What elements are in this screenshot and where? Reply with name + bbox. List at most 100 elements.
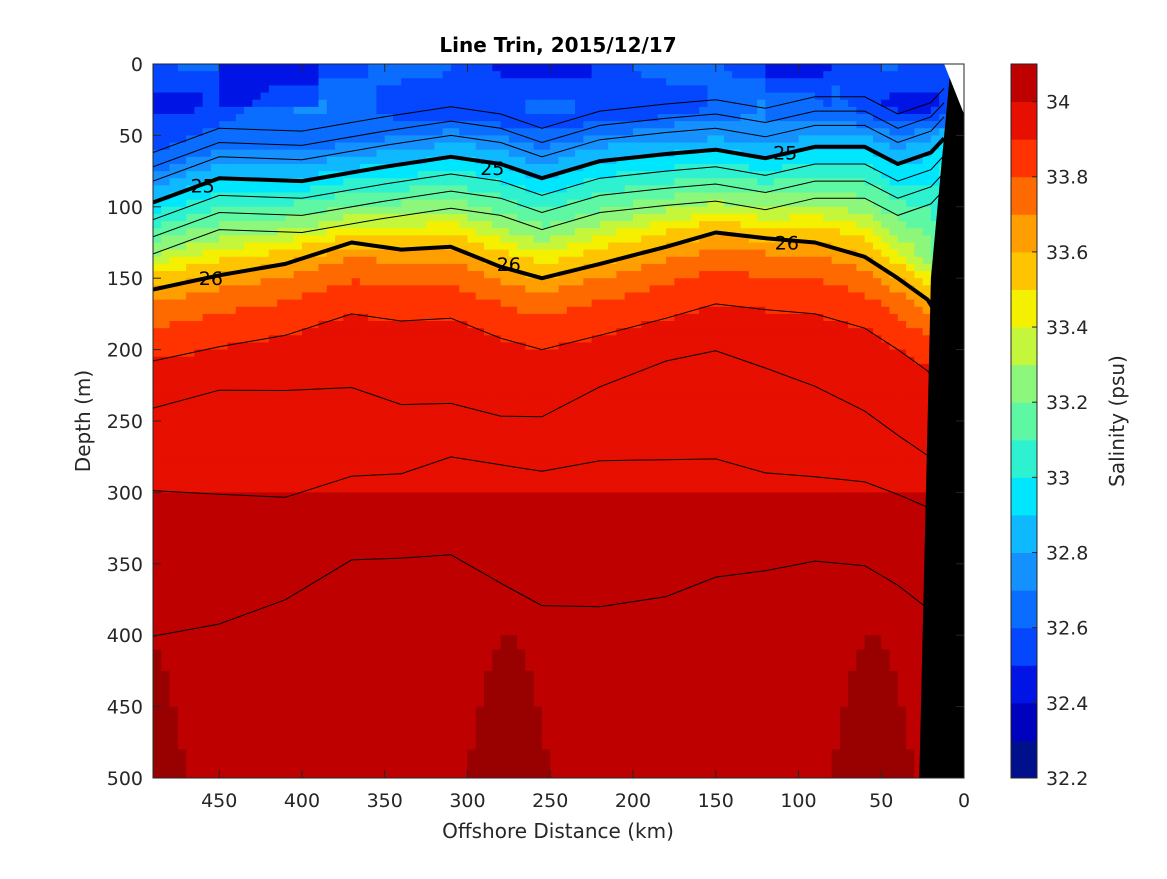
- field-cell: [235, 399, 245, 408]
- field-cell: [930, 78, 940, 87]
- field-cell: [690, 192, 700, 201]
- field-cell: [508, 128, 518, 136]
- field-cell: [575, 121, 584, 129]
- field-cell: [194, 406, 204, 415]
- field-cell: [864, 206, 874, 215]
- field-cell: [550, 263, 560, 272]
- field-cell: [748, 156, 758, 165]
- field-cell: [533, 235, 543, 244]
- field-cell: [550, 99, 560, 108]
- field-cell: [790, 313, 800, 322]
- field-cell: [260, 328, 270, 336]
- field-cell: [285, 249, 295, 258]
- field-cell: [649, 206, 659, 215]
- field-cell: [583, 256, 593, 265]
- field-cell: [798, 299, 808, 308]
- field-cell: [202, 206, 212, 215]
- field-cell: [765, 313, 775, 322]
- field-cell: [632, 235, 642, 244]
- field-cell: [260, 349, 270, 358]
- field-cell: [442, 249, 452, 258]
- field-cell: [608, 71, 618, 79]
- field-cell: [748, 271, 758, 279]
- field-cell: [550, 378, 560, 386]
- field-cell: [343, 156, 353, 165]
- field-cell: [459, 135, 469, 144]
- field-cell: [351, 306, 361, 315]
- field-cell: [699, 149, 709, 158]
- field-cell: [856, 306, 866, 315]
- field-cell: [467, 421, 477, 429]
- field-cell: [632, 278, 642, 286]
- field-cell: [533, 121, 543, 129]
- field-cell: [475, 199, 485, 208]
- field-cell: [914, 121, 924, 129]
- field-cell: [881, 185, 891, 194]
- field-cell: [318, 85, 328, 94]
- field-cell: [277, 242, 287, 251]
- field-cell: [690, 349, 700, 358]
- field-cell: [781, 328, 791, 336]
- field-cell: [450, 213, 460, 222]
- field-cell: [301, 142, 311, 151]
- field-cell: [831, 292, 841, 301]
- field-cell: [790, 106, 800, 115]
- field-cell: [732, 92, 742, 101]
- field-cell: [575, 321, 584, 329]
- field-cell: [335, 278, 344, 286]
- field-cell: [839, 356, 849, 365]
- field-cell: [235, 413, 245, 422]
- field-cell: [475, 142, 485, 151]
- field-cell: [351, 206, 361, 215]
- field-cell: [177, 285, 187, 294]
- field-cell: [608, 135, 618, 144]
- field-cell: [558, 213, 568, 222]
- field-cell: [335, 213, 344, 222]
- field-cell: [914, 163, 924, 172]
- field-cell: [566, 149, 576, 158]
- field-cell: [417, 213, 427, 222]
- field-cell: [467, 371, 477, 379]
- field-cell: [484, 121, 493, 129]
- field-cell: [757, 242, 766, 251]
- field-cell: [235, 206, 245, 215]
- field-cell: [657, 306, 667, 315]
- field-cell: [310, 199, 320, 208]
- field-cell: [359, 342, 369, 351]
- field-cell: [450, 71, 460, 79]
- field-cell: [310, 285, 320, 294]
- field-cell: [202, 371, 212, 379]
- field-cell: [632, 142, 642, 151]
- field-cell: [740, 263, 750, 272]
- field-cell: [815, 213, 824, 222]
- field-cell: [161, 406, 171, 415]
- field-cell: [682, 171, 692, 179]
- field-cell: [417, 292, 427, 301]
- field-cell: [906, 342, 915, 351]
- field-cell: [699, 128, 709, 136]
- field-cell: [798, 149, 808, 158]
- field-cell: [732, 85, 742, 94]
- field-cell: [632, 285, 642, 294]
- field-cell: [227, 178, 237, 186]
- field-cell: [417, 328, 427, 336]
- field-cell: [525, 399, 535, 408]
- field-cell: [384, 121, 394, 129]
- field-cell: [558, 106, 568, 115]
- field-cell: [823, 335, 833, 344]
- field-cell: [227, 213, 237, 222]
- field-cell: [426, 92, 435, 101]
- field-cell: [806, 335, 816, 344]
- field-cell: [434, 163, 444, 172]
- field-cell: [558, 371, 568, 379]
- field-cell: [591, 92, 601, 101]
- field-cell: [219, 156, 229, 165]
- field-cell: [583, 371, 593, 379]
- field-cell: [450, 292, 460, 301]
- field-cell: [351, 342, 361, 351]
- field-cell: [558, 192, 568, 201]
- field-cell: [186, 192, 195, 201]
- field-cell: [740, 106, 750, 115]
- field-cell: [450, 235, 460, 244]
- field-cell: [914, 178, 924, 186]
